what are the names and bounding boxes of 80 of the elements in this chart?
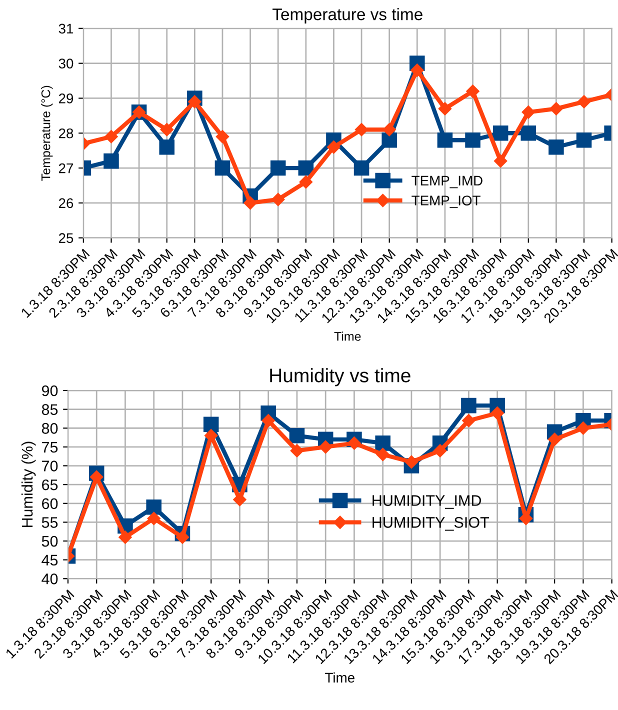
point [462, 414, 476, 428]
point [465, 132, 480, 148]
point [270, 160, 286, 176]
chart-title: Temperature vs time [272, 8, 422, 24]
point [176, 530, 190, 544]
chart-title: Humidity vs time [270, 368, 410, 386]
point [548, 139, 564, 155]
point [494, 154, 508, 168]
point [354, 160, 370, 176]
point [160, 123, 174, 136]
point [216, 130, 230, 144]
point [520, 125, 536, 141]
point [577, 95, 591, 108]
y-tick-label: 40 [42, 574, 58, 584]
point [262, 414, 275, 428]
x-axis-title: Time [334, 332, 361, 341]
point [104, 130, 118, 144]
point [118, 530, 132, 544]
x-axis-title: Time [325, 672, 354, 683]
y-tick-label: 25 [58, 233, 74, 244]
legend-label: TEMP_IMD [412, 176, 482, 188]
point [147, 512, 160, 526]
point [376, 448, 390, 462]
y-tick-label: 31 [58, 24, 74, 34]
point [410, 64, 424, 77]
y-tick-label: 27 [58, 163, 74, 174]
point [188, 95, 202, 108]
y-tick-label: 75 [42, 442, 58, 453]
point [576, 132, 592, 148]
point [233, 493, 246, 506]
point [146, 500, 162, 515]
y-tick-label: 50 [42, 536, 58, 547]
point [203, 416, 219, 432]
point [438, 102, 452, 116]
y-axis-title: Humidity (%) [21, 442, 36, 528]
point [375, 436, 390, 451]
point [576, 422, 590, 435]
point [104, 153, 119, 169]
y-axis-title: Temperature (°C) [41, 86, 53, 181]
point [90, 470, 104, 484]
point [348, 436, 361, 450]
y-tick-label: 70 [42, 460, 58, 472]
point [327, 140, 340, 154]
point [548, 432, 562, 446]
point [437, 132, 453, 148]
legend-label: HUMIDITY_IMD [372, 495, 481, 509]
y-tick-label: 85 [42, 404, 58, 415]
point [289, 428, 305, 444]
y-tick-label: 80 [42, 423, 58, 434]
point [204, 429, 218, 442]
point [404, 455, 418, 469]
point [522, 106, 535, 119]
point [244, 196, 257, 210]
point [492, 125, 508, 141]
y-tick-label: 60 [42, 498, 58, 510]
point [382, 123, 396, 136]
point [550, 102, 563, 116]
y-tick-label: 65 [42, 479, 58, 490]
point [214, 160, 230, 176]
point [319, 440, 332, 454]
point [461, 398, 476, 414]
y-tick-label: 55 [42, 517, 58, 528]
point [466, 84, 480, 98]
y-tick-label: 29 [58, 94, 74, 104]
point [299, 175, 312, 189]
y-tick-label: 28 [58, 128, 74, 138]
point [159, 139, 174, 155]
point [290, 444, 304, 458]
point [433, 444, 447, 458]
y-tick-label: 26 [58, 198, 74, 208]
legend-label: TEMP_IOT [412, 196, 480, 208]
point [354, 123, 368, 136]
point [272, 192, 285, 206]
y-tick-label: 45 [42, 554, 58, 566]
point [382, 132, 397, 148]
y-tick-label: 90 [42, 385, 58, 396]
point [490, 406, 504, 420]
legend-label: HUMIDITY_SIOT [372, 517, 490, 531]
y-tick-label: 30 [58, 58, 74, 68]
point [298, 160, 314, 176]
